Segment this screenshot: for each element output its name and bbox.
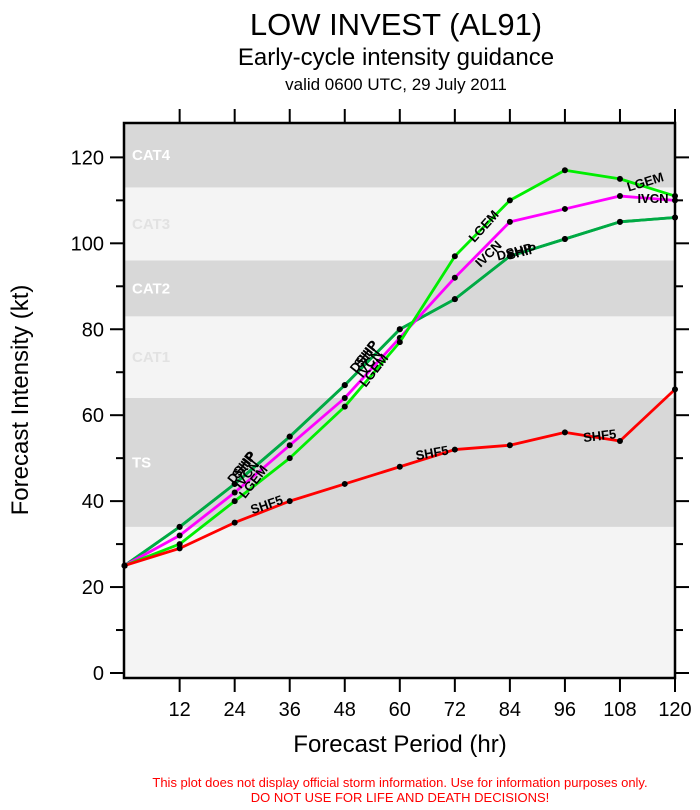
curve-label-SHF5: SHF5 xyxy=(582,426,617,445)
data-point-DSHP xyxy=(451,296,458,303)
data-point-DSHP xyxy=(286,433,293,440)
data-point-LGEM xyxy=(341,403,348,410)
axes: 12 24 36 48 60 72 84 96 108 120 0 20 40 60 80 100 120 xyxy=(71,109,692,721)
data-point-DSHP xyxy=(672,214,678,221)
data-point-LGEM xyxy=(616,175,623,182)
x-tick-label: 120 xyxy=(658,699,691,721)
data-point-IVCN xyxy=(616,193,623,200)
data-point-LGEM xyxy=(561,167,568,174)
data-point-IVCN xyxy=(176,532,183,539)
x-tick-label: 72 xyxy=(444,699,466,721)
data-point-SHF5 xyxy=(121,562,128,569)
series-SHF5 xyxy=(121,386,678,569)
data-point-SHF5 xyxy=(561,429,568,436)
data-point-SHF5 xyxy=(451,446,458,453)
x-tick-label: 84 xyxy=(499,699,521,721)
data-point-IVCN xyxy=(672,197,678,204)
x-tick-label: 48 xyxy=(334,699,356,721)
x-tick-label: 60 xyxy=(389,699,411,721)
data-point-SHF5 xyxy=(672,386,678,393)
valid-time-label: valid 0600 UTC, 29 July 2011 xyxy=(285,75,507,94)
data-point-IVCN xyxy=(231,489,238,496)
data-point-LGEM xyxy=(231,498,238,505)
data-point-DSHP xyxy=(176,523,183,530)
data-point-LGEM xyxy=(176,541,183,548)
data-point-DSHP xyxy=(341,382,348,389)
y-tick-label: 80 xyxy=(82,319,104,341)
curve-label-SHF5: SHF5 xyxy=(414,443,449,464)
data-point-LGEM xyxy=(506,197,513,204)
series-IVCN xyxy=(121,193,678,569)
band-below-ts xyxy=(124,526,675,678)
data-point-LGEM xyxy=(396,339,403,346)
model-series xyxy=(121,167,678,569)
data-point-LGEM xyxy=(451,253,458,260)
disclaimer-line-2: DO NOT USE FOR LIFE AND DEATH DECISIONS! xyxy=(251,790,550,805)
data-point-SHF5 xyxy=(616,437,623,444)
band-label-CAT1: CAT1 xyxy=(132,349,170,366)
saffir-simpson-bands: TS CAT1 CAT2 CAT3 CAT4 xyxy=(124,123,675,678)
data-point-IVCN xyxy=(506,218,513,225)
curve-labels: SHIPDSHPIVCNLGEMSHIPDSHPIVCNLGEMLGEMIVCN… xyxy=(224,169,668,517)
data-point-IVCN xyxy=(286,442,293,449)
band-label-CAT4: CAT4 xyxy=(132,147,171,164)
band-label-CAT3: CAT3 xyxy=(132,216,170,233)
x-tick-label: 24 xyxy=(224,699,246,721)
data-point-LGEM xyxy=(286,455,293,462)
series-DSHP xyxy=(121,214,678,569)
y-tick-label: 20 xyxy=(82,577,104,599)
band-CAT3 xyxy=(124,187,675,261)
data-point-DSHP xyxy=(506,253,513,260)
data-point-SHF5 xyxy=(396,463,403,470)
data-point-SHF5 xyxy=(506,442,513,449)
curve-label-SHIP: SHIP xyxy=(505,241,538,263)
disclaimer-line-1: This plot does not display official stor… xyxy=(152,775,647,790)
curve-label-IVCN: IVCN xyxy=(637,191,668,206)
y-tick-label: 40 xyxy=(82,491,104,513)
data-point-SHF5 xyxy=(176,545,183,552)
y-tick-label: 100 xyxy=(71,233,104,255)
band-label-CAT2: CAT2 xyxy=(132,280,170,297)
x-tick-label: 36 xyxy=(279,699,301,721)
y-tick-label: 0 xyxy=(93,663,104,685)
data-point-DSHP xyxy=(616,218,623,225)
data-point-SHF5 xyxy=(231,519,238,526)
data-point-IVCN xyxy=(451,274,458,281)
data-point-LGEM xyxy=(672,193,678,200)
page-title: LOW INVEST (AL91) xyxy=(250,7,542,42)
y-tick-label: 60 xyxy=(82,405,104,427)
page-subtitle: Early-cycle intensity guidance xyxy=(238,44,554,71)
x-axis-title: Forecast Period (hr) xyxy=(293,731,506,758)
data-point-SHF5 xyxy=(341,480,348,487)
x-tick-label: 108 xyxy=(603,699,636,721)
band-TS xyxy=(124,398,675,527)
data-point-SHF5 xyxy=(286,498,293,505)
data-point-DSHP xyxy=(231,480,238,487)
data-point-IVCN xyxy=(341,395,348,401)
y-tick-label: 120 xyxy=(71,147,104,169)
band-CAT2 xyxy=(124,260,675,317)
data-point-IVCN xyxy=(561,205,568,212)
band-label-TS: TS xyxy=(132,454,151,471)
data-point-DSHP xyxy=(561,236,568,243)
x-tick-label: 12 xyxy=(169,699,191,721)
y-axis-title: Forecast Intensity (kt) xyxy=(7,285,34,516)
band-CAT4 xyxy=(124,123,675,188)
x-tick-label: 96 xyxy=(554,699,576,721)
data-point-DSHP xyxy=(396,326,403,333)
